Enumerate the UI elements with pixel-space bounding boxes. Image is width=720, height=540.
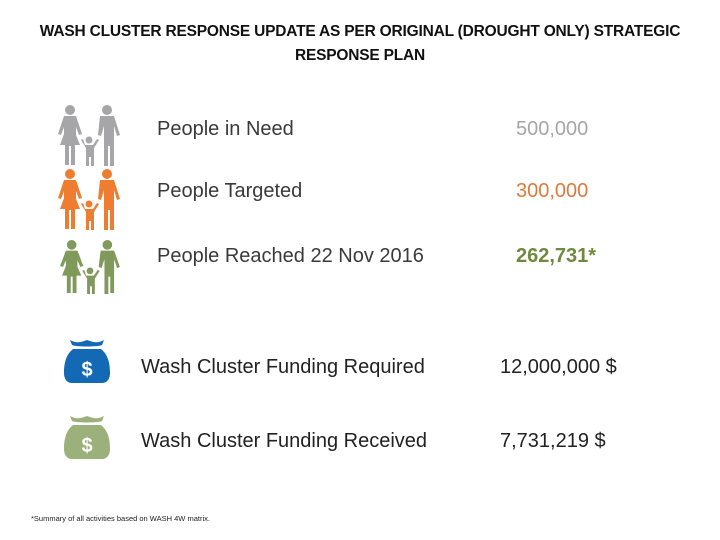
funding-received-value: 7,731,219 $ (500, 430, 606, 452)
people-reached-label: People Reached 22 Nov 2016 (157, 245, 424, 267)
funding-received-label: Wash Cluster Funding Received (141, 430, 428, 452)
title-line-2: RESPONSE PLAN (294, 47, 426, 64)
family-icon (60, 240, 120, 294)
money-bag-icon: $ (64, 416, 110, 459)
money-bag-icon: $ (64, 340, 110, 383)
people-in-need-value: 500,000 (516, 118, 589, 140)
people-reached-value: 262,731* (516, 245, 597, 267)
family-icon (58, 169, 120, 230)
family-icon (58, 105, 120, 166)
footnote: *Summary of all activities based on WASH… (31, 514, 210, 523)
people-targeted-value: 300,000 (516, 180, 589, 202)
people-targeted-label: People Targeted (157, 180, 303, 202)
svg-text:$: $ (81, 359, 92, 381)
funding-required-value: 12,000,000 $ (500, 356, 617, 378)
funding-required-label: Wash Cluster Funding Required (141, 356, 425, 378)
svg-text:$: $ (81, 435, 92, 457)
page-title: WASH CLUSTER RESPONSE UPDATE AS PER ORIG… (0, 20, 720, 68)
people-in-need-label: People in Need (157, 118, 294, 140)
title-line-1: WASH CLUSTER RESPONSE UPDATE AS PER ORIG… (39, 23, 681, 40)
